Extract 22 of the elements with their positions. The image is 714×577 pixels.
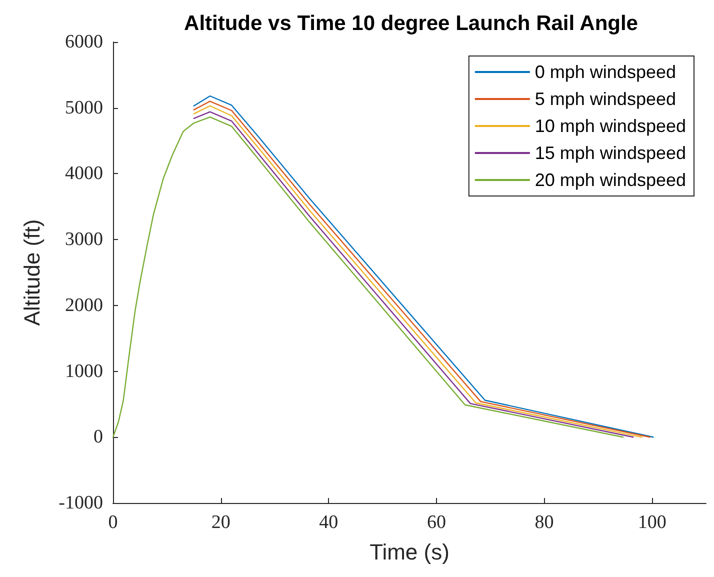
legend-label: 5 mph windspeed	[534, 89, 676, 109]
y-tick-label: 1000	[65, 360, 103, 382]
y-axis-title: Altitude (ft)	[20, 219, 44, 326]
x-tick-label: 60	[426, 512, 446, 533]
y-tick-label: -1000	[58, 492, 103, 514]
legend-label: 15 mph windspeed	[534, 143, 686, 163]
x-tick-label: 100	[638, 512, 666, 533]
chart-title: Altitude vs Time 10 degree Launch Rail Angle	[184, 12, 638, 35]
y-tick-label: 0	[94, 426, 103, 448]
y-tick-label: 2000	[65, 294, 103, 316]
x-tick-label: 20	[211, 512, 230, 533]
y-tick-label: 3000	[65, 229, 103, 250]
legend-label: 0 mph windspeed	[534, 62, 676, 82]
y-tick-label: 4000	[65, 163, 103, 184]
y-tick-label: 6000	[65, 32, 103, 52]
x-tick-label: 0	[108, 512, 118, 533]
legend-label: 10 mph windspeed	[534, 116, 686, 136]
legend-label: 20 mph windspeed	[534, 170, 686, 190]
y-tick-label: 5000	[65, 97, 103, 118]
x-tick-label: 80	[534, 512, 554, 533]
x-tick-label: 40	[319, 512, 338, 533]
x-axis-title: Time (s)	[370, 540, 450, 564]
